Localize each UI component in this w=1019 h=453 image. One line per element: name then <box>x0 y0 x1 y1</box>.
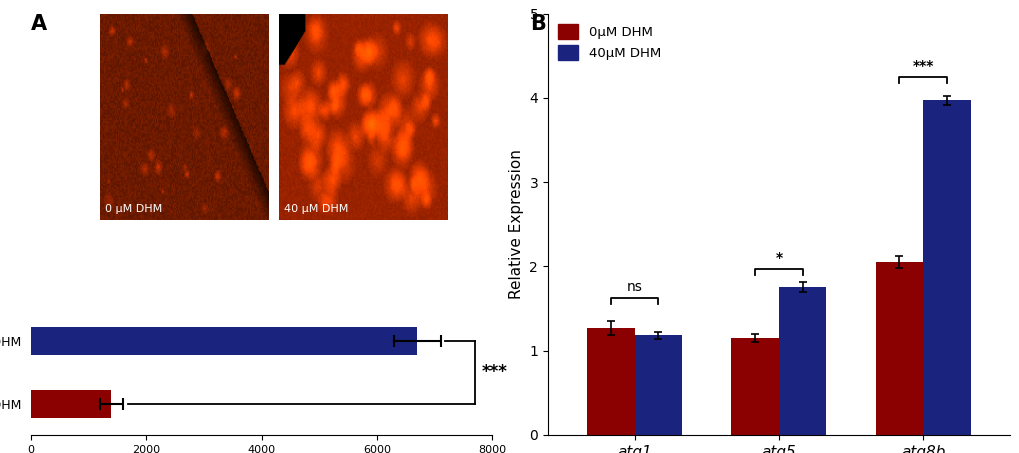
Text: ***: *** <box>482 363 507 381</box>
Bar <box>31 390 111 418</box>
Bar <box>634 336 682 435</box>
Text: 40 μM DHM: 40 μM DHM <box>284 204 348 214</box>
Y-axis label: Relative Expression: Relative Expression <box>508 149 523 299</box>
Text: B: B <box>530 14 546 34</box>
Legend: 0μM DHM, 40μM DHM: 0μM DHM, 40μM DHM <box>554 20 664 64</box>
Bar <box>874 262 922 435</box>
Text: *: * <box>774 251 782 265</box>
Text: A: A <box>31 14 47 34</box>
Text: 0 μM DHM: 0 μM DHM <box>105 204 162 214</box>
Bar <box>779 288 825 435</box>
Bar <box>731 338 779 435</box>
Bar <box>586 328 634 435</box>
Bar <box>31 327 417 355</box>
Text: ***: *** <box>912 58 933 72</box>
Text: ns: ns <box>626 280 642 294</box>
Bar <box>922 101 970 435</box>
